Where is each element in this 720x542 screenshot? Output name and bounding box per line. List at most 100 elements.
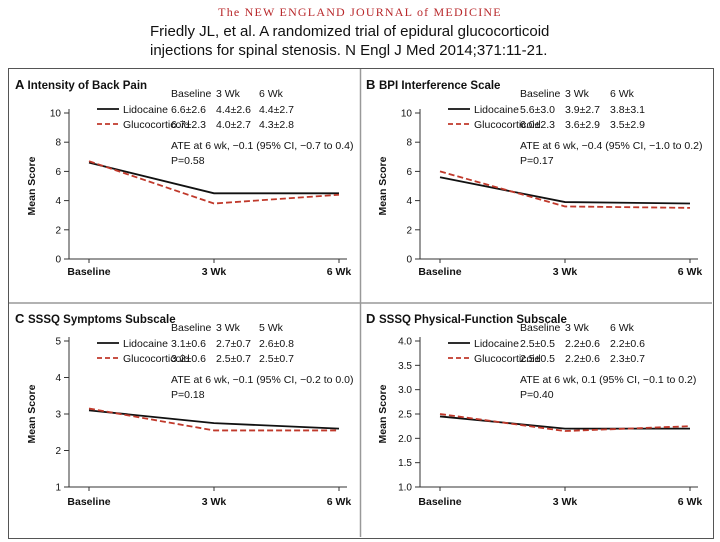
panel-title: C SSSQ Symptoms Subscale: [15, 311, 176, 326]
stats-header: 3 Wk: [216, 322, 241, 334]
stat-value: 5.6±3.0: [520, 104, 555, 116]
stat-value: 4.4±2.6: [216, 104, 251, 116]
stat-value: 4.0±2.7: [216, 119, 251, 131]
p-value: P=0.58: [171, 155, 205, 167]
y-tick-label: 0: [55, 255, 61, 266]
stat-value: 3.6±2.9: [565, 119, 600, 131]
y-axis-label: Mean Score: [377, 156, 389, 215]
stat-value: 2.6±0.8: [259, 338, 294, 350]
y-tick-label: 2: [55, 446, 61, 457]
legend-label: Glucocorticoid: [123, 353, 190, 365]
stat-value: 2.3±0.7: [610, 353, 645, 365]
x-tick-label: Baseline: [67, 496, 110, 508]
panel-letter: D: [366, 311, 379, 326]
stat-value: 3.1±0.6: [171, 338, 206, 350]
stats-header: 3 Wk: [565, 88, 590, 100]
series-line-glucocorticoid: [88, 407, 339, 432]
panel-c: C SSSQ Symptoms Subscale Mean Score 1 2 3 4 5 B…: [15, 311, 353, 508]
series-line-glucocorticoid: [439, 413, 691, 432]
y-tick-label: 1.5: [398, 458, 412, 469]
y-tick-label: 10: [50, 109, 62, 120]
stat-value: 6.6±2.6: [171, 104, 206, 116]
stats-header: 3 Wk: [216, 88, 241, 100]
x-tick-label: 6 Wk: [678, 266, 703, 278]
y-tick-label: 3.5: [398, 361, 412, 372]
panel-title-text: SSSQ Symptoms Subscale: [28, 314, 176, 326]
legend-label: Lidocaine: [123, 338, 168, 350]
y-tick-label: 0: [406, 255, 412, 266]
ate-text: ATE at 6 wk, −0.1 (95% CI, −0.7 to 0.4): [171, 140, 353, 152]
figure-frame: A Intensity of Back Pain Mean Score 0 2 4 6 8 1…: [8, 68, 714, 539]
panel-d: D SSSQ Physical-Function Subscale Mean Sc…: [366, 311, 702, 508]
stat-value: 2.5±0.7: [216, 353, 251, 365]
x-tick-label: Baseline: [418, 496, 461, 508]
series-line-glucocorticoid: [439, 170, 691, 209]
series-line-lidocaine: [439, 176, 691, 205]
citation-line-1: Friedly JL, et al. A randomized trial of…: [150, 23, 550, 40]
stat-value: 6.0±2.3: [520, 119, 555, 131]
legend-label: Glucocorticoid: [474, 353, 541, 365]
y-tick-label: 2.0: [398, 434, 412, 445]
legend-label: Glucocorticoid: [123, 119, 190, 131]
ate-text: ATE at 6 wk, −0.4 (95% CI, −1.0 to 0.2): [520, 140, 702, 152]
four-panel-figure: A Intensity of Back Pain Mean Score 0 2 4 6 8 1…: [9, 69, 712, 537]
journal-masthead: The NEW ENGLAND JOURNAL of MEDICINE: [218, 5, 502, 19]
p-value: P=0.18: [171, 389, 205, 401]
panel-letter: A: [15, 77, 28, 92]
stat-value: 3.5±2.9: [610, 119, 645, 131]
panel-title: A Intensity of Back Pain: [15, 77, 147, 92]
x-tick-label: 6 Wk: [678, 496, 703, 508]
y-tick-label: 3: [55, 410, 61, 421]
p-value: P=0.40: [520, 389, 554, 401]
panel-b: B BPI Interference Scale Mean Score 0 2 4 6 8 1…: [366, 77, 702, 278]
stat-value: 4.3±2.8: [259, 119, 294, 131]
legend-label: Glucocorticoid: [474, 119, 541, 131]
stats-header: 3 Wk: [565, 322, 590, 334]
y-tick-label: 1.0: [398, 483, 412, 494]
x-tick-label: 3 Wk: [553, 496, 578, 508]
y-tick-label: 5: [55, 337, 61, 348]
stat-value: 6.7±2.3: [171, 119, 206, 131]
ate-text: ATE at 6 wk, −0.1 (95% CI, −0.2 to 0.0): [171, 374, 353, 386]
panel-letter: B: [366, 77, 379, 92]
y-tick-label: 1: [55, 483, 61, 494]
ate-text: ATE at 6 wk, 0.1 (95% CI, −0.1 to 0.2): [520, 374, 696, 386]
x-tick-label: Baseline: [67, 266, 110, 278]
series-line-lidocaine: [88, 409, 340, 430]
panel-a: A Intensity of Back Pain Mean Score 0 2 4 6 8 1…: [15, 77, 353, 278]
y-tick-label: 4: [55, 196, 61, 207]
stat-value: 2.5±0.5: [520, 338, 555, 350]
y-tick-label: 4: [55, 373, 61, 384]
x-tick-label: 3 Wk: [202, 496, 227, 508]
y-axis-label: Mean Score: [377, 384, 389, 443]
y-tick-label: 8: [55, 138, 61, 149]
y-tick-label: 6: [406, 167, 412, 178]
x-tick-label: 3 Wk: [553, 266, 578, 278]
stats-header: 6 Wk: [610, 322, 635, 334]
x-tick-label: 3 Wk: [202, 266, 227, 278]
p-value: P=0.17: [520, 155, 554, 167]
stat-value: 3.9±2.7: [565, 104, 600, 116]
x-tick-label: 6 Wk: [327, 496, 352, 508]
stat-value: 2.7±0.7: [216, 338, 251, 350]
stats-header: Baseline: [171, 322, 211, 334]
stats-header: 6 Wk: [610, 88, 635, 100]
panel-title-text: BPI Interference Scale: [379, 80, 500, 92]
series-line-glucocorticoid: [88, 160, 340, 205]
y-tick-label: 2.5: [398, 410, 412, 421]
panel-title-text: Intensity of Back Pain: [28, 80, 148, 92]
panel-letter: C: [15, 311, 28, 326]
y-tick-label: 2: [406, 225, 412, 236]
panel-title-text: SSSQ Physical-Function Subscale: [379, 314, 567, 326]
stat-value: 3.2±0.6: [171, 353, 206, 365]
stats-header: Baseline: [171, 88, 211, 100]
stat-value: 2.5±0.5: [520, 353, 555, 365]
stat-value: 2.5±0.7: [259, 353, 294, 365]
y-axis-label: Mean Score: [26, 384, 38, 443]
y-axis-label: Mean Score: [26, 156, 38, 215]
panel-title: D SSSQ Physical-Function Subscale: [366, 311, 567, 326]
y-tick-label: 8: [406, 138, 412, 149]
y-tick-label: 10: [401, 109, 413, 120]
legend-label: Lidocaine: [474, 338, 519, 350]
stat-value: 4.4±2.7: [259, 104, 294, 116]
